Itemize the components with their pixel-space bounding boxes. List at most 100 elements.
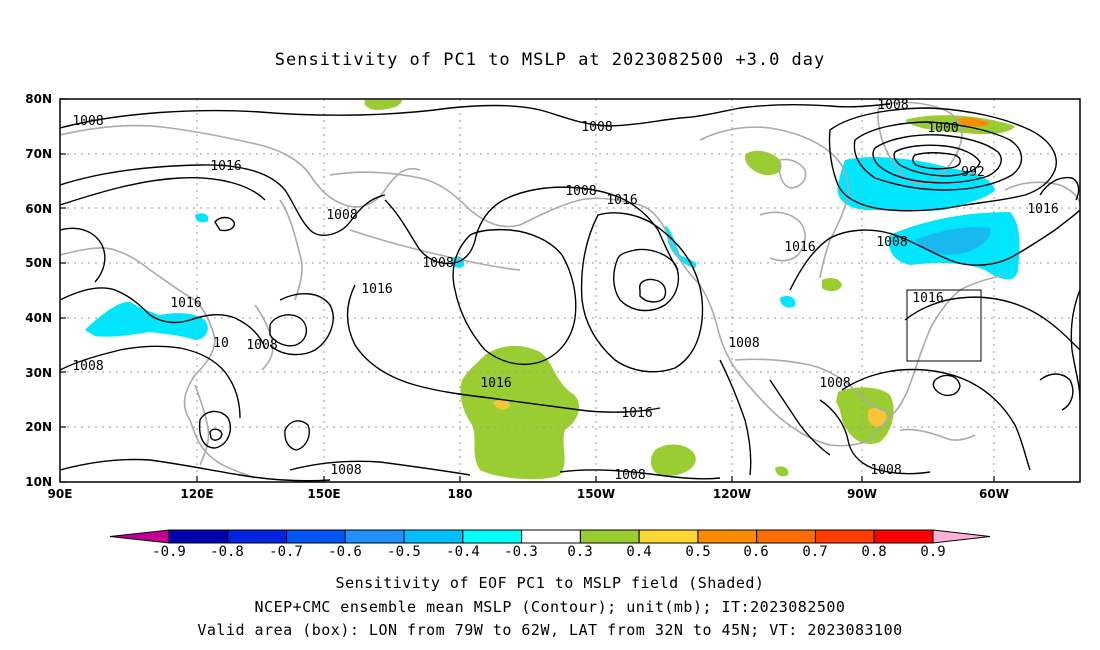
shade-cyan-westpac [85,301,208,340]
colorbar-label: 0.3 [567,544,592,560]
colorbar-label: -0.3 [504,544,538,560]
contour-1016-europe [1070,289,1080,401]
contour-1020-ne-pac-center [639,278,667,303]
contour-1008-cent-am [719,359,752,476]
colorbar-arrow-left [109,529,170,544]
contour-label: 1016 [480,376,511,391]
colorbar-label: 0.6 [743,544,768,560]
coast-na-west [699,284,871,447]
contour-992-arctic-low [893,144,981,177]
map-frame [59,98,1081,483]
shade-yellow-pacific [493,399,510,410]
colorbar-label: -0.7 [269,544,303,560]
contour-label: 1016 [606,193,637,208]
coast-hudson [759,211,806,262]
coast-kamchatka [279,199,303,301]
contour-1008-westpac [60,345,241,419]
mslp-contours [60,103,1080,482]
contour-label: 1000 [927,121,958,136]
contour-1008-equatorial [289,460,471,476]
colorbar-label: -0.6 [328,544,362,560]
contour-1008-caribbean [819,399,931,475]
colorbar-cell [814,529,875,544]
colorbar-label: -0.4 [446,544,480,560]
contour-1012-west-small [214,216,235,232]
longitude-labels: 90E 120E 150E 180 150W 120W 90W 60W [48,487,1009,501]
contour-label: 1016 [210,159,241,174]
colorbar-cell [462,529,523,544]
colorbar-arrow-right [932,529,991,544]
lon-label: 90E [48,487,73,501]
contour-label: 1016 [1027,202,1058,217]
contour-1016-subtropical [60,458,331,482]
coast-baffin [778,158,807,189]
shade-green-small [822,277,842,292]
contour-label: 1016 [361,282,392,297]
contour-988-arctic-low [912,152,961,170]
sensitivity-shading [85,100,1020,480]
coast-japan [254,304,274,371]
shade-green-greenland [744,150,782,176]
contour-1024-ne-pac [613,248,680,312]
lon-label: 180 [447,487,472,501]
lat-label: 60N [25,202,52,216]
contour-label: 1008 [565,184,596,199]
lon-label: 120E [180,487,213,501]
contour-1016-greenland-east [1039,176,1080,201]
contour-1016-siberia [60,227,106,283]
contour-label: 10 [213,336,229,351]
colorbar-label: 0.4 [626,544,651,560]
contour-1008-atl-east [1039,373,1074,411]
contour-label: 1008 [422,256,453,271]
colorbar-cell [403,529,464,544]
lat-label: 80N [25,92,52,106]
shade-green-arctic-1 [364,100,402,110]
coast-asia-north [60,124,421,208]
colorbar-label: 0.8 [861,544,886,560]
caption-contour: NCEP+CMC ensemble mean MSLP (Contour); u… [254,598,846,616]
contour-1016-north [60,164,386,236]
colorbar-labels: -0.9 -0.8 -0.7 -0.6 -0.5 -0.4 -0.3 0.3 0… [152,544,946,560]
shade-green-pacific-2 [650,444,696,477]
contour-label: 1008 [614,468,645,483]
latitude-labels: 80N 70N 60N 50N 40N 30N 20N 10N [25,92,52,489]
axis-ticks [59,98,995,483]
shade-blue-atlantic [915,227,991,255]
contour-1016-mid [60,177,266,206]
colorbar-cell [638,529,699,544]
lat-label: 30N [25,366,52,380]
contour-1016-ne-pac [580,212,704,373]
coast-aleutians [349,229,521,271]
shade-cyan-small-3 [780,295,796,308]
lat-label: 40N [25,311,52,325]
contour-label: 1008 [326,208,357,223]
contour-1008-arctic-low-outer [828,107,1057,212]
lon-label: 150W [577,487,615,501]
lat-label: 10N [25,475,52,489]
contour-996-arctic-low [872,134,1002,184]
shade-green-small-2 [775,466,789,477]
colorbar-cell [873,529,934,544]
contour-label: 1016 [170,296,201,311]
contour-1008-bering [384,186,679,271]
coast-canada-arctic [699,126,850,279]
contour-label: 1008 [877,98,908,113]
shade-green-pacific [460,345,580,480]
colorbar-label: 0.5 [685,544,710,560]
colorbar [109,529,991,544]
coast-gulf-mexico [734,358,891,413]
colorbar-label: -0.5 [387,544,421,560]
colorbar-label: 0.9 [920,544,945,560]
contour-1016-pac-high [346,284,661,413]
colorbar-label: -0.9 [152,544,186,560]
coast-philippines [194,384,210,466]
coast-caribbean [899,428,976,441]
contour-1012-pacific-loop [284,420,310,451]
contour-label: 1008 [330,463,361,478]
contour-1008-ts-3b [209,428,223,441]
contour-1008-cent-am-2 [769,379,831,456]
contour-1008-north [60,103,891,129]
contour-label: 1008 [581,120,612,135]
contour-label: 1008 [72,359,103,374]
